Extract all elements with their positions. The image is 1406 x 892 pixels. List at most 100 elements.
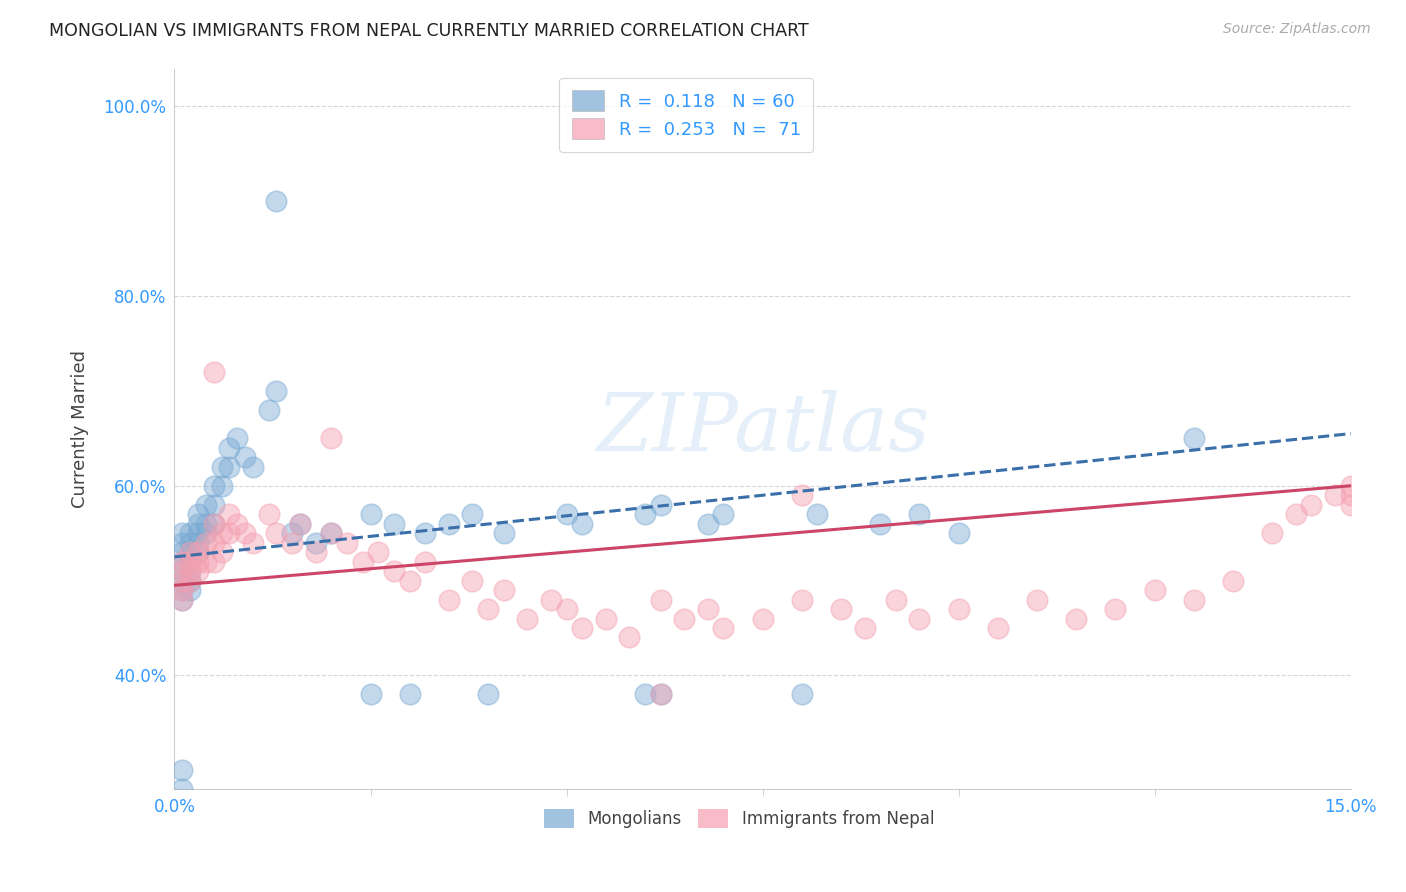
Point: [360, 687, 382, 701]
Point: [619, 631, 641, 645]
Point: [437, 516, 460, 531]
Point: [194, 498, 217, 512]
Point: [211, 545, 233, 559]
Point: [211, 479, 233, 493]
Point: [242, 535, 264, 549]
Point: [288, 516, 311, 531]
Point: [202, 516, 225, 531]
Point: [1324, 488, 1347, 502]
Point: [790, 592, 813, 607]
Point: [595, 611, 617, 625]
Point: [352, 555, 374, 569]
Point: [172, 592, 194, 607]
Point: [172, 782, 194, 797]
Legend: Mongolians, Immigrants from Nepal: Mongolians, Immigrants from Nepal: [537, 803, 941, 835]
Point: [948, 526, 970, 541]
Point: [281, 535, 304, 549]
Point: [257, 507, 280, 521]
Point: [908, 611, 931, 625]
Point: [321, 526, 343, 541]
Point: [179, 574, 201, 588]
Point: [304, 545, 326, 559]
Point: [172, 564, 194, 578]
Point: [869, 516, 891, 531]
Point: [398, 574, 420, 588]
Y-axis label: Currently Married: Currently Married: [72, 350, 89, 508]
Point: [1143, 583, 1166, 598]
Point: [948, 602, 970, 616]
Point: [172, 592, 194, 607]
Point: [194, 535, 217, 549]
Point: [187, 545, 209, 559]
Point: [571, 516, 593, 531]
Point: [1340, 479, 1362, 493]
Point: [650, 687, 672, 701]
Point: [516, 611, 538, 625]
Point: [437, 592, 460, 607]
Point: [884, 592, 907, 607]
Point: [477, 687, 499, 701]
Point: [650, 498, 672, 512]
Point: [751, 611, 773, 625]
Point: [187, 555, 209, 569]
Point: [1104, 602, 1126, 616]
Point: [790, 488, 813, 502]
Point: [650, 687, 672, 701]
Point: [492, 583, 515, 598]
Point: [179, 526, 201, 541]
Point: [233, 526, 256, 541]
Point: [202, 555, 225, 569]
Point: [202, 516, 225, 531]
Point: [634, 507, 657, 521]
Point: [202, 498, 225, 512]
Point: [711, 621, 734, 635]
Point: [179, 583, 201, 598]
Point: [172, 564, 194, 578]
Point: [908, 507, 931, 521]
Point: [987, 621, 1010, 635]
Point: [711, 507, 734, 521]
Point: [1301, 498, 1323, 512]
Point: [1182, 431, 1205, 445]
Point: [288, 516, 311, 531]
Point: [321, 526, 343, 541]
Point: [1261, 526, 1284, 541]
Point: [281, 526, 304, 541]
Point: [187, 564, 209, 578]
Point: [187, 535, 209, 549]
Point: [321, 431, 343, 445]
Point: [179, 545, 201, 559]
Point: [194, 516, 217, 531]
Point: [179, 564, 201, 578]
Point: [1285, 507, 1308, 521]
Point: [179, 555, 201, 569]
Point: [336, 535, 359, 549]
Point: [172, 583, 194, 598]
Point: [1222, 574, 1244, 588]
Point: [367, 545, 389, 559]
Point: [360, 507, 382, 521]
Point: [218, 507, 240, 521]
Point: [179, 574, 201, 588]
Point: [194, 555, 217, 569]
Point: [1182, 592, 1205, 607]
Point: [461, 574, 484, 588]
Point: [415, 555, 437, 569]
Point: [194, 526, 217, 541]
Point: [461, 507, 484, 521]
Point: [477, 602, 499, 616]
Point: [179, 564, 201, 578]
Text: Source: ZipAtlas.com: Source: ZipAtlas.com: [1223, 22, 1371, 37]
Point: [673, 611, 696, 625]
Point: [853, 621, 876, 635]
Point: [202, 535, 225, 549]
Point: [187, 545, 209, 559]
Point: [790, 687, 813, 701]
Point: [1064, 611, 1087, 625]
Point: [650, 592, 672, 607]
Point: [398, 687, 420, 701]
Point: [172, 583, 194, 598]
Point: [226, 431, 249, 445]
Point: [172, 574, 194, 588]
Point: [415, 526, 437, 541]
